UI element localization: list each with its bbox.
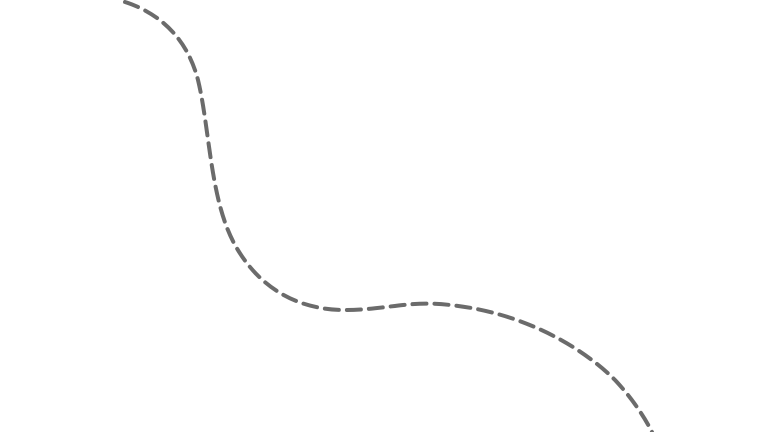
dashed-curve	[123, 0, 654, 432]
